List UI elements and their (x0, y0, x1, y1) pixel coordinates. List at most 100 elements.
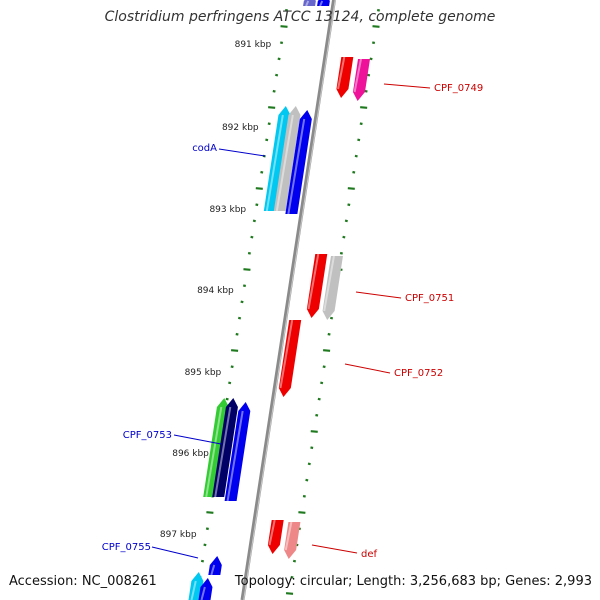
left-tick (203, 543, 207, 547)
left-tick (237, 316, 242, 320)
left-tick (284, 8, 289, 12)
right-tick (367, 73, 371, 77)
gene-green (203, 398, 229, 498)
right-tick (371, 41, 376, 45)
left-tick (267, 122, 271, 126)
left-tick (230, 365, 234, 369)
right-tick (298, 511, 306, 514)
right-tick (352, 170, 356, 174)
left-tick (255, 187, 263, 190)
right-tick (285, 592, 294, 595)
right-tick (327, 332, 331, 336)
left-tick (205, 527, 209, 531)
gene-CPF_0751-gray (322, 255, 343, 320)
gene-blue-codA (285, 110, 312, 215)
left-tick (260, 170, 264, 174)
right-tick (369, 57, 373, 61)
right-tick (323, 349, 331, 352)
kbp-label: 895 kbp (185, 368, 222, 378)
right-tick (310, 430, 318, 433)
right-tick (357, 138, 361, 142)
accession-text: Accession: NC_008261 (9, 574, 157, 589)
left-tick (280, 25, 288, 28)
kbp-label: 894 kbp (197, 286, 234, 296)
gene-leader-line (218, 148, 266, 157)
gene-def-pink (284, 521, 301, 559)
left-tick (200, 559, 205, 563)
gene-CPF_0749-red (336, 56, 354, 98)
gene-leader-line (383, 83, 431, 89)
kbp-label: 896 kbp (172, 449, 209, 459)
right-tick (376, 8, 381, 12)
right-tick (360, 106, 368, 109)
right-tick (359, 122, 363, 126)
gene-CPF_0749-magenta (352, 58, 371, 101)
left-tick (247, 251, 251, 255)
backbone-highlight (243, 0, 336, 600)
right-tick (347, 203, 351, 207)
right-tick (310, 446, 314, 450)
right-tick (305, 478, 309, 482)
gene-CPF_0751-red (306, 253, 328, 318)
gene-codA-cyan (263, 106, 291, 212)
left-tick (277, 57, 281, 61)
left-tick (240, 300, 244, 304)
right-tick (339, 251, 343, 255)
gene-CPF_0753-blue (224, 402, 251, 502)
right-tick (344, 219, 348, 223)
gene-label: CPF_0751 (405, 293, 454, 304)
left-tick (231, 349, 239, 352)
right-tick (290, 575, 294, 579)
kbp-label: 891 kbp (235, 40, 272, 50)
gene-CPF_0752-red (278, 319, 302, 397)
right-tick (347, 187, 355, 190)
left-tick (228, 381, 232, 385)
right-tick (342, 235, 346, 239)
gene-navy (212, 398, 238, 498)
gene-gray-left (273, 106, 301, 212)
gene-top-violet (303, 0, 316, 7)
genome-title: Clostridium perfringens ATCC 13124, comp… (104, 9, 496, 25)
gene-leader-line (344, 363, 391, 374)
gene-label: CPF_0755 (102, 542, 151, 553)
gene-features (188, 0, 371, 600)
right-tick (329, 316, 334, 320)
gene-def-red (267, 519, 284, 554)
gene-label: CPF_0752 (394, 368, 443, 379)
right-tick (364, 89, 368, 93)
left-tick (235, 332, 239, 336)
right-tick (317, 397, 321, 401)
gene-label: codA (192, 143, 217, 154)
right-tick (354, 154, 358, 158)
genome-backbone (240, 0, 336, 600)
right-tick (292, 559, 297, 563)
gene-label: CPF_0753 (123, 430, 172, 441)
left-tick (250, 235, 254, 239)
gene-label: CPF_0749 (434, 83, 483, 94)
left-tick (243, 268, 251, 271)
left-tick (268, 106, 276, 109)
left-tick (206, 511, 214, 514)
left-tick (265, 138, 269, 142)
right-tick (320, 381, 324, 385)
right-tick (372, 25, 380, 28)
gene-label: def (361, 549, 378, 560)
left-tick (255, 203, 259, 207)
kbp-label: 897 kbp (160, 530, 197, 540)
gene-leader-line (173, 434, 222, 445)
right-tick (307, 462, 311, 466)
right-tick (315, 413, 319, 417)
gene-leader-line (151, 546, 199, 559)
kbp-label: 893 kbp (209, 205, 246, 215)
right-tick (302, 494, 306, 498)
labels: 891 kbp 892 kbp 893 kbp 894 kbp 895 kbp 896 k… (102, 40, 483, 560)
left-tick (279, 41, 284, 45)
kbp-label: 892 kbp (222, 123, 259, 133)
left-tick (225, 397, 229, 401)
gene-leader-line (311, 544, 358, 554)
gene-CPF_0755-blue (208, 556, 222, 576)
backbone-line (240, 0, 336, 600)
gene-blue-bottom (198, 578, 213, 600)
left-tick (252, 219, 256, 223)
